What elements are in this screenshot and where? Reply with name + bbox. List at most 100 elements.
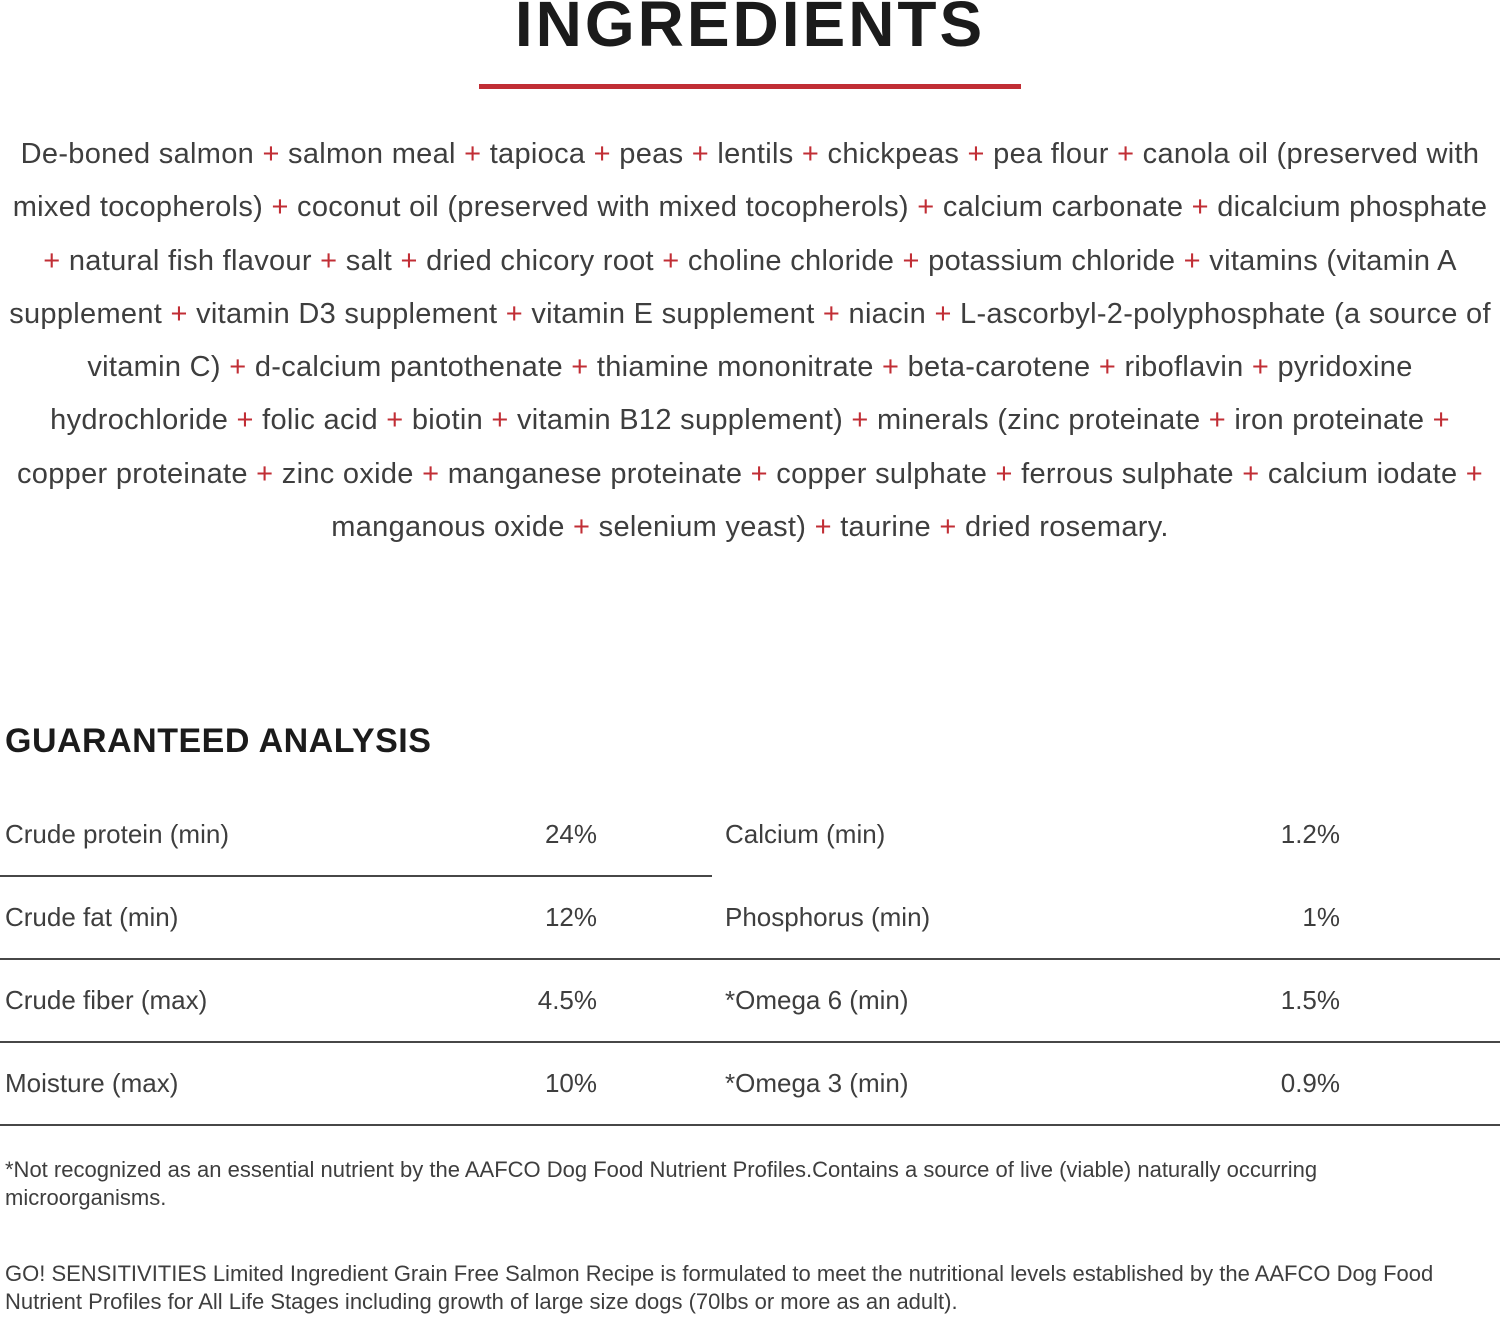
plus-separator: +	[455, 138, 490, 170]
ingredient-item: coconut oil (preserved with mixed tocoph…	[297, 191, 909, 224]
nutrient-value: 24%	[544, 819, 597, 850]
ingredient-item: copper proteinate	[17, 457, 248, 490]
plus-separator: +	[1243, 351, 1278, 384]
ingredient-item: dicalcium phosphate	[1217, 191, 1488, 224]
plus-separator: +	[220, 351, 255, 384]
ingredient-item: peas	[619, 138, 684, 170]
ingredient-item: niacin	[848, 297, 927, 330]
plus-separator: +	[1200, 404, 1235, 437]
table-cell-left: Crude fat (min) 12%	[0, 877, 712, 961]
ingredient-item: ferrous sulphate	[1021, 457, 1234, 490]
ingredient-item: canola oil (preserved with mixed tocophe…	[12, 138, 1480, 224]
ingredient-item: choline chloride	[687, 244, 895, 277]
ingredient-item: lentils	[717, 138, 794, 170]
ingredient-item: selenium yeast)	[598, 511, 807, 544]
ingredient-item: L-ascorbyl-2-polyphosphate (a source of …	[87, 297, 1491, 384]
aafco-footnote: *Not recognized as an essential nutrient…	[5, 1157, 1318, 1211]
table-row: Crude protein (min) 24% Calcium (min) 1.2%	[0, 794, 1500, 878]
ingredient-item: manganese proteinate	[447, 457, 743, 490]
plus-separator: +	[1108, 138, 1143, 170]
plus-separator: +	[562, 351, 597, 384]
table-cell-left: Crude fiber (max) 4.5%	[0, 960, 712, 1044]
nutrient-value: 0.9%	[1280, 1068, 1340, 1099]
ingredient-item: De-boned salmon	[20, 138, 255, 170]
plus-separator: +	[483, 404, 517, 437]
plus-separator: +	[413, 457, 448, 490]
ingredient-item: calcium iodate	[1267, 457, 1458, 490]
plus-separator: +	[564, 511, 599, 544]
ingredient-item: biotin	[411, 404, 484, 437]
plus-separator: +	[311, 244, 346, 277]
ingredient-item: vitamin B12 supplement)	[516, 404, 844, 437]
ingredient-item: dried rosemary.	[964, 511, 1169, 544]
plus-separator: +	[894, 244, 929, 277]
plus-separator: +	[843, 404, 877, 437]
nutrient-label: Phosphorus (min)	[725, 902, 931, 933]
plus-separator: +	[1183, 191, 1218, 224]
formulation-statement: GO! SENSITIVITIES Limited Ingredient Gra…	[5, 1261, 1434, 1315]
table-cell-right: Phosphorus (min) 1%	[712, 877, 1500, 961]
table-cell-right: *Omega 3 (min) 0.9%	[712, 1043, 1500, 1127]
nutrient-value: 12%	[544, 902, 597, 933]
ingredient-item: taurine	[840, 511, 931, 544]
ingredient-item: vitamin D3 supplement	[196, 297, 498, 330]
plus-separator: +	[814, 297, 849, 330]
ingredient-item: salt	[345, 244, 393, 277]
ingredient-item: zinc oxide	[281, 457, 414, 490]
ingredient-item: chickpeas	[827, 138, 960, 170]
plus-separator: +	[987, 457, 1022, 490]
table-cell-left: Moisture (max) 10%	[0, 1043, 712, 1127]
ingredient-item: vitamin E supplement	[531, 297, 815, 330]
ingredient-item: pea flour	[993, 138, 1109, 170]
ingredient-item: manganous oxide	[331, 511, 565, 544]
plus-separator: +	[806, 511, 841, 544]
plus-separator: +	[497, 297, 532, 330]
nutrient-label: *Omega 6 (min)	[725, 985, 909, 1016]
nutrient-label: Crude fiber (max)	[5, 985, 208, 1016]
ingredients-text: De-boned salmon + salmon meal + tapioca …	[0, 128, 1500, 554]
nutrient-label: Crude fat (min)	[5, 902, 179, 933]
plus-separator: +	[43, 244, 69, 277]
nutrient-label: Crude protein (min)	[5, 819, 229, 850]
nutrient-value: 1.5%	[1280, 985, 1340, 1016]
plus-separator: +	[1233, 457, 1268, 490]
ingredient-item: salmon meal	[288, 138, 456, 170]
ingredients-title: INGREDIENTS	[514, 0, 986, 60]
plus-separator: +	[392, 244, 427, 277]
nutrient-value: 1.2%	[1280, 819, 1340, 850]
ingredient-item: beta-carotene	[907, 351, 1091, 384]
nutrient-value: 4.5%	[537, 985, 597, 1016]
table-row: Moisture (max) 10% *Omega 3 (min) 0.9%	[0, 1043, 1500, 1127]
plus-separator: +	[1175, 244, 1210, 277]
ingredient-item: natural fish flavour	[68, 244, 312, 277]
ingredient-item: riboflavin	[1124, 351, 1244, 384]
ingredient-item: pyridoxine hydrochloride	[50, 351, 1413, 437]
guaranteed-analysis-table: Crude protein (min) 24% Calcium (min) 1.2% C…	[0, 794, 1500, 1127]
ingredient-item: minerals (zinc proteinate	[876, 404, 1201, 437]
nutrient-value: 1%	[1302, 902, 1340, 933]
plus-separator: +	[1457, 457, 1483, 490]
plus-separator: +	[585, 138, 620, 170]
plus-separator: +	[1090, 351, 1125, 384]
plus-separator: +	[930, 511, 965, 544]
plus-separator: +	[254, 138, 289, 170]
table-cell-right: Calcium (min) 1.2%	[712, 794, 1500, 877]
nutrient-label: Moisture (max)	[5, 1068, 179, 1099]
table-row: Crude fiber (max) 4.5% *Omega 6 (min) 1.5%	[0, 960, 1500, 1044]
plus-separator: +	[653, 244, 688, 277]
plus-separator: +	[247, 457, 282, 490]
ingredient-item: d-calcium pantothenate	[254, 351, 563, 384]
ingredient-item: folic acid	[262, 404, 378, 437]
ingredient-item: calcium carbonate	[942, 191, 1184, 224]
red-divider-rule	[479, 84, 1021, 89]
ingredient-item: tapioca	[489, 138, 586, 170]
plus-separator: +	[793, 138, 828, 170]
ingredient-item: potassium chloride	[928, 244, 1176, 277]
plus-separator: +	[873, 351, 908, 384]
table-cell-right: *Omega 6 (min) 1.5%	[712, 960, 1500, 1044]
ingredient-item: thiamine mononitrate	[596, 351, 874, 384]
nutrient-label: Calcium (min)	[725, 819, 886, 850]
plus-separator: +	[926, 297, 961, 330]
plus-separator: +	[908, 191, 943, 224]
